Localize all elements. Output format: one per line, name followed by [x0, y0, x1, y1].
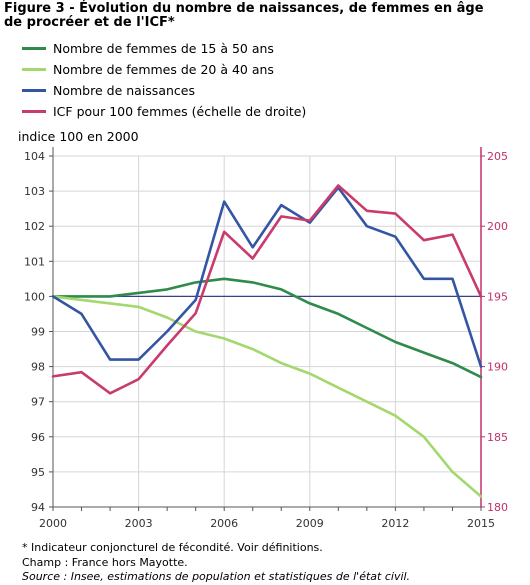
x-tick-label: 2000: [39, 517, 67, 530]
legend-item: ICF pour 100 femmes (échelle de droite): [22, 101, 306, 122]
y-tick-label: 102: [24, 220, 45, 233]
source-note: Source : Insee, estimations de populatio…: [22, 570, 411, 583]
chart-title: Figure 3 - Évolution du nombre de naissa…: [4, 1, 484, 30]
y-tick-label: 100: [24, 290, 45, 303]
legend-swatch: [22, 89, 46, 92]
y2-tick-label: 185: [487, 431, 508, 444]
y-tick-label: 97: [31, 396, 45, 409]
y-tick-label: 104: [24, 150, 45, 163]
series-line-1: [51, 277, 483, 379]
legend-item: Nombre de naissances: [22, 80, 306, 101]
y-tick-label: 101: [24, 255, 45, 268]
x-tick-label: 2006: [210, 517, 238, 530]
y-tick-label: 95: [31, 466, 45, 479]
y-tick-label: 98: [31, 361, 45, 374]
series-line-2: [51, 295, 483, 498]
y-tick-label: 96: [31, 431, 45, 444]
legend-item: Nombre de femmes de 20 à 40 ans: [22, 59, 306, 80]
legend-swatch: [22, 110, 46, 113]
legend-label: Nombre de naissances: [53, 82, 195, 98]
x-tick-label: 2003: [125, 517, 153, 530]
chart-plot: 94 95 96 97 98 99 100 101 102 103 104 180 185 190 195 2…: [24, 147, 508, 530]
legend-label: ICF pour 100 femmes (échelle de droite): [53, 103, 307, 119]
legend-swatch: [22, 47, 46, 50]
x-tick-label: 2015: [467, 517, 495, 530]
y-tick-label: 103: [24, 185, 45, 198]
y-tick-label: 99: [31, 326, 45, 339]
y2-tick-label: 190: [487, 361, 508, 374]
legend-label: Nombre de femmes de 15 à 50 ans: [53, 40, 274, 56]
footnote-definition: * Indicateur conjoncturel de fécondité. …: [22, 541, 323, 554]
series-line-3: [51, 186, 483, 368]
x-tick-label: 2009: [296, 517, 324, 530]
x-tick-label: 2012: [381, 517, 409, 530]
y-axis-title: indice 100 en 2000: [18, 129, 139, 144]
y-tick-label: 94: [31, 501, 45, 514]
legend: Nombre de femmes de 15 à 50 ans Nombre d…: [22, 38, 306, 122]
y2-tick-label: 180: [487, 501, 508, 514]
legend-item: Nombre de femmes de 15 à 50 ans: [22, 38, 306, 59]
footnote-scope: Champ : France hors Mayotte.: [22, 555, 188, 569]
y2-tick-label: 200: [487, 220, 508, 233]
legend-swatch: [22, 68, 46, 71]
series-line-4: [51, 184, 483, 395]
legend-label: Nombre de femmes de 20 à 40 ans: [53, 61, 274, 77]
y2-tick-label: 205: [487, 150, 508, 163]
footnotes: * Indicateur conjoncturel de fécondité. …: [22, 541, 410, 585]
y2-tick-label: 195: [487, 290, 508, 303]
